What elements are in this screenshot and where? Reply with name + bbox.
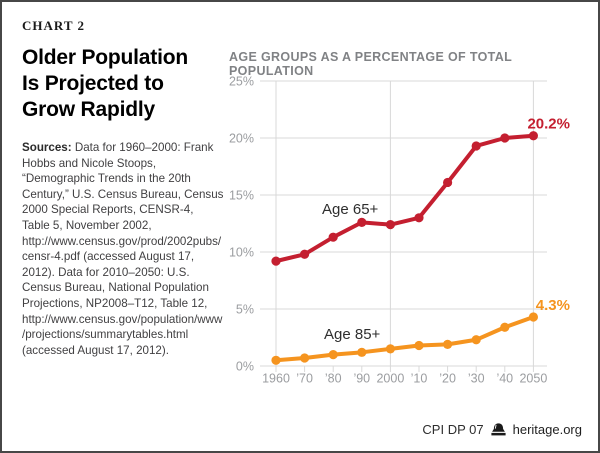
data-point xyxy=(500,133,510,143)
data-point xyxy=(443,339,453,349)
left-column: CHART 2 Older Population Is Projected to… xyxy=(22,18,227,358)
x-tick-label: 1960 xyxy=(262,372,290,386)
data-point xyxy=(414,340,424,351)
series-line-age-85- xyxy=(274,314,536,363)
data-point xyxy=(443,177,453,188)
x-tick-label: ’70 xyxy=(296,372,313,386)
sources-label: Sources: xyxy=(22,141,72,154)
data-point xyxy=(385,344,395,354)
y-tick-label: 10% xyxy=(229,246,254,260)
x-tick-label: ’20 xyxy=(439,372,456,386)
data-point xyxy=(300,353,310,363)
page-title: Older Population Is Projected to Grow Ra… xyxy=(22,45,227,123)
data-point xyxy=(385,220,395,230)
y-tick-label: 25% xyxy=(229,75,254,89)
data-point xyxy=(271,256,281,266)
x-tick-label: ’90 xyxy=(353,372,370,386)
series-end-value: 20.2% xyxy=(527,116,570,133)
data-point xyxy=(471,141,481,151)
data-point xyxy=(528,312,538,322)
data-point xyxy=(357,217,367,227)
footer: CPI DP 07 heritage.org xyxy=(422,422,582,437)
data-point xyxy=(300,249,310,259)
y-tick-label: 20% xyxy=(229,132,254,146)
page-title-line: Is Projected to xyxy=(22,72,164,95)
x-tick-label: ’10 xyxy=(411,372,428,386)
x-tick-label: ’40 xyxy=(496,372,513,386)
y-tick-label: 0% xyxy=(236,360,254,374)
chart-number-label: CHART 2 xyxy=(22,18,86,33)
series-end-value: 4.3% xyxy=(536,297,570,314)
website-label: heritage.org xyxy=(512,422,582,437)
series-name-label: Age 65+ xyxy=(322,201,379,218)
x-tick-label: ’30 xyxy=(468,372,485,386)
data-point xyxy=(500,322,510,332)
y-tick-label: 5% xyxy=(236,303,254,317)
y-tick-label: 15% xyxy=(229,189,254,203)
data-point xyxy=(328,350,338,360)
sources-note: Sources: Data for 1960–2000: Frank Hobbs… xyxy=(22,140,224,358)
data-point xyxy=(328,232,338,242)
series-line-age-65- xyxy=(274,133,536,264)
age-groups-chart-svg: 0% 5% 10% 15% 20% 25% 1960 ’70 ’80 ’90 2000 ’10 ’20 ’… xyxy=(229,75,570,386)
page-title-line: Older Population xyxy=(22,46,188,69)
x-tick-label: ’80 xyxy=(325,372,342,386)
data-point xyxy=(528,131,538,141)
series-name-label: Age 85+ xyxy=(324,326,381,343)
page-title-line: Grow Rapidly xyxy=(22,98,155,121)
data-point xyxy=(357,347,367,357)
sources-text: Data for 1960–2000: Frank Hobbs and Nico… xyxy=(22,141,224,357)
doc-id-label: CPI DP 07 xyxy=(422,422,484,437)
data-point xyxy=(271,355,281,365)
heritage-bell-icon xyxy=(491,423,506,436)
chart-title: AGE GROUPS AS A PERCENTAGE OF TOTAL POPU… xyxy=(229,50,512,78)
x-tick-label: 2000 xyxy=(376,372,404,386)
data-point xyxy=(414,213,424,223)
x-tick-label: 2050 xyxy=(519,372,547,386)
data-point xyxy=(471,335,481,345)
